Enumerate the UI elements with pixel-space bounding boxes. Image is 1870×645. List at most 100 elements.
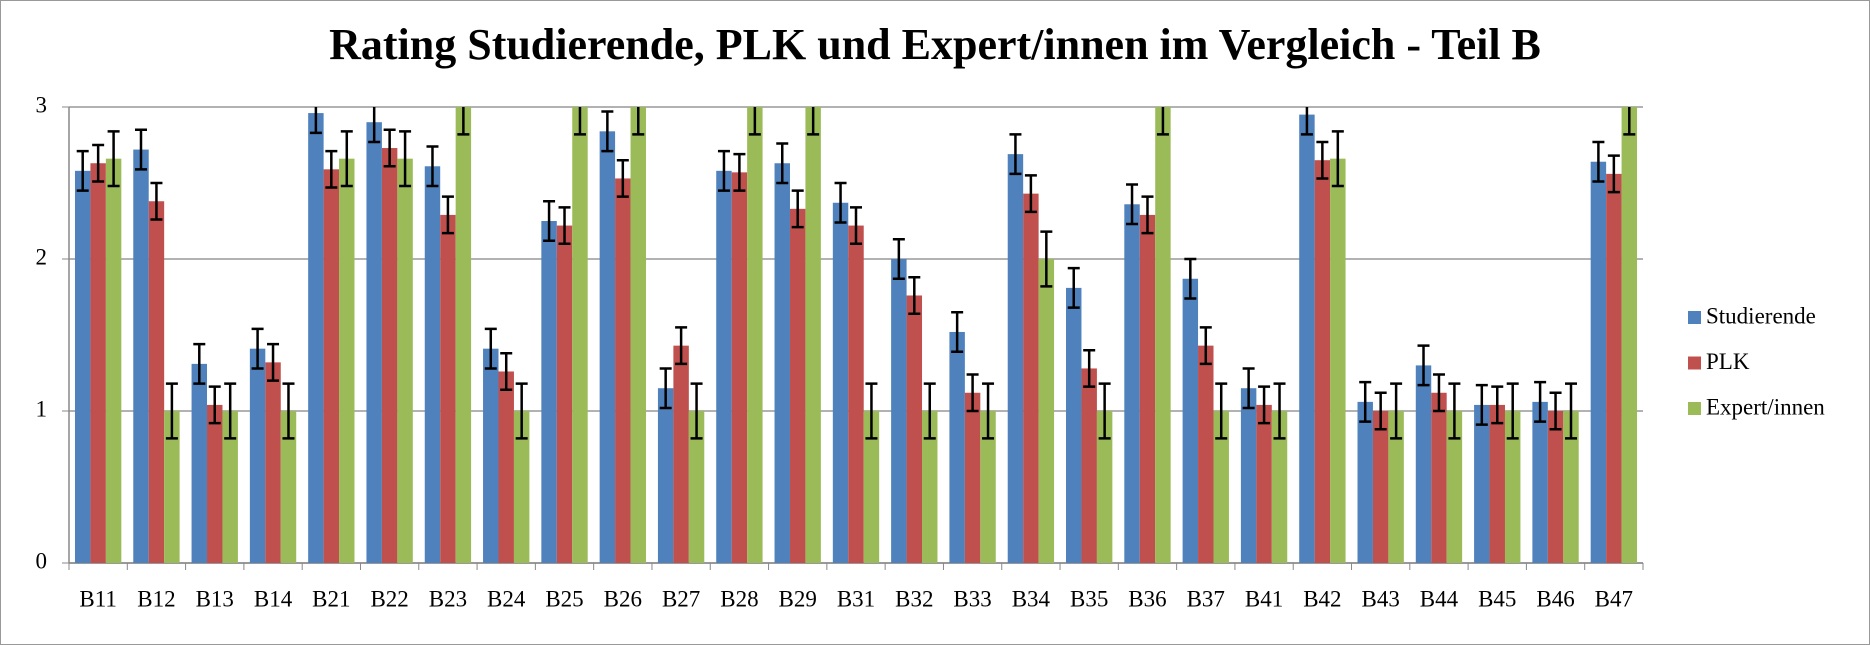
bar: [688, 411, 705, 563]
bar: [832, 202, 849, 563]
error-bar: [383, 128, 396, 168]
error-bar: [1024, 174, 1037, 214]
bar: [191, 363, 208, 563]
bar: [572, 107, 588, 563]
error-bar: [441, 195, 454, 235]
error-bar: [426, 145, 439, 188]
error-bar: [1331, 130, 1344, 188]
error-bar: [340, 130, 353, 188]
bar: [1271, 411, 1288, 563]
error-bar: [543, 199, 556, 243]
bar: [148, 201, 165, 564]
error-bar: [923, 382, 936, 440]
bar: [133, 149, 149, 563]
bar: [308, 113, 324, 563]
error-bar: [748, 107, 761, 136]
x-tick-label: B46: [1536, 586, 1574, 611]
bar: [1330, 158, 1346, 563]
error-bar: [966, 373, 979, 413]
error-bar: [1258, 385, 1271, 425]
error-bar: [616, 158, 629, 198]
x-tick-label: B24: [487, 586, 526, 611]
error-bar: [675, 326, 688, 366]
error-bar: [282, 382, 295, 440]
x-tick-label: B32: [895, 586, 933, 611]
plot-area: [74, 107, 1638, 564]
error-bar: [982, 382, 995, 440]
error-bar: [1390, 382, 1403, 440]
x-tick-label: B29: [779, 586, 817, 611]
error-bar: [1623, 107, 1636, 136]
x-tick-label: B11: [79, 586, 117, 611]
bar: [1066, 287, 1082, 563]
bar: [1547, 411, 1564, 563]
bar: [1256, 404, 1272, 563]
error-bar: [267, 342, 280, 382]
x-tick-label: B25: [545, 586, 583, 611]
bar: [498, 371, 514, 563]
legend-swatch: [1688, 402, 1701, 415]
x-tick-label: B34: [1012, 586, 1051, 611]
error-bar: [807, 107, 820, 136]
error-bar: [717, 149, 730, 192]
error-bar: [908, 275, 921, 315]
error-bar: [325, 149, 338, 189]
bar: [673, 345, 689, 563]
error-bar: [309, 107, 322, 135]
error-bar: [1565, 382, 1577, 440]
error-bar: [1242, 367, 1255, 410]
bar: [774, 163, 790, 564]
error-bar: [457, 107, 470, 136]
bar: [1372, 411, 1389, 563]
x-tick-label: B47: [1595, 586, 1633, 611]
error-bar: [1156, 107, 1169, 136]
error-bar: [1126, 183, 1139, 226]
bar: [657, 388, 674, 563]
bar: [891, 259, 907, 563]
bar: [556, 225, 573, 563]
bar: [1590, 161, 1607, 563]
x-tick-label: B43: [1361, 586, 1399, 611]
bar: [949, 331, 965, 563]
bar: [249, 348, 266, 563]
bar: [424, 166, 441, 563]
x-tick-label: B35: [1070, 586, 1108, 611]
bar: [513, 411, 530, 563]
error-bar: [193, 342, 206, 385]
error-bar: [368, 107, 381, 144]
x-tick-label: B36: [1128, 586, 1166, 611]
error-bar: [92, 143, 105, 183]
y-tick-label: 2: [36, 244, 48, 269]
error-bar: [1374, 391, 1387, 431]
x-tick-label: B44: [1420, 586, 1459, 611]
bar: [397, 158, 413, 563]
bar: [716, 170, 732, 563]
error-bar: [165, 382, 178, 440]
x-tick-label: B37: [1187, 586, 1225, 611]
bar: [1213, 411, 1229, 563]
bar: [1474, 404, 1490, 563]
y-tick-label: 1: [36, 396, 48, 421]
error-bar: [1432, 373, 1445, 413]
bar: [164, 411, 180, 563]
legend-label: Expert/innen: [1706, 394, 1825, 419]
bar: [848, 225, 864, 563]
bar: [105, 158, 122, 563]
legend-label: PLK: [1706, 349, 1750, 374]
x-tick-label: B13: [196, 586, 234, 611]
error-bar: [1506, 382, 1519, 440]
bar: [630, 107, 646, 563]
error-bar: [776, 142, 789, 185]
x-tick-label: B23: [429, 586, 467, 611]
x-tick-label: B31: [837, 586, 875, 611]
x-tick-label: B33: [953, 586, 991, 611]
x-tick-label: B26: [604, 586, 642, 611]
error-bar: [1607, 154, 1620, 194]
error-bar: [791, 189, 804, 229]
bar: [440, 214, 456, 564]
bar: [805, 107, 821, 563]
error-bar: [515, 382, 528, 440]
error-bar: [1199, 326, 1212, 366]
error-bar: [208, 385, 221, 425]
